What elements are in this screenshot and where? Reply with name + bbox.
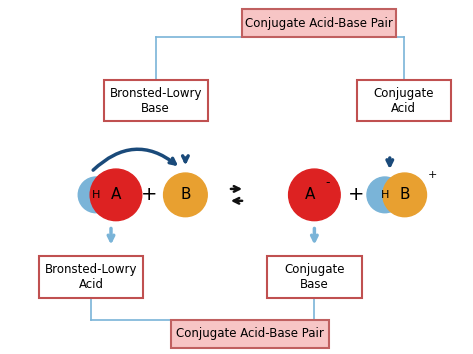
Text: A: A xyxy=(305,187,315,202)
Circle shape xyxy=(90,169,142,221)
Text: H: H xyxy=(381,190,389,200)
Text: H: H xyxy=(92,190,100,200)
Text: B: B xyxy=(399,187,410,202)
Circle shape xyxy=(383,173,427,217)
Text: +: + xyxy=(428,170,437,180)
Text: Conjugate Acid-Base Pair: Conjugate Acid-Base Pair xyxy=(176,327,324,340)
FancyBboxPatch shape xyxy=(104,80,208,121)
Text: B: B xyxy=(180,187,191,202)
Text: Conjugate
Base: Conjugate Base xyxy=(284,263,345,291)
Text: +: + xyxy=(140,185,157,204)
Circle shape xyxy=(367,177,403,213)
Circle shape xyxy=(289,169,340,221)
Text: Bronsted-Lowry
Base: Bronsted-Lowry Base xyxy=(109,87,202,115)
FancyBboxPatch shape xyxy=(267,256,361,298)
Circle shape xyxy=(78,177,114,213)
FancyBboxPatch shape xyxy=(39,256,143,298)
Text: +: + xyxy=(348,185,364,204)
Text: Conjugate
Acid: Conjugate Acid xyxy=(373,87,434,115)
FancyBboxPatch shape xyxy=(357,80,451,121)
Text: A: A xyxy=(111,187,121,202)
Text: Conjugate Acid-Base Pair: Conjugate Acid-Base Pair xyxy=(245,17,393,30)
Text: Bronsted-Lowry
Acid: Bronsted-Lowry Acid xyxy=(45,263,137,291)
FancyBboxPatch shape xyxy=(171,320,329,348)
Circle shape xyxy=(164,173,207,217)
FancyBboxPatch shape xyxy=(243,9,396,37)
Text: -: - xyxy=(325,176,330,189)
